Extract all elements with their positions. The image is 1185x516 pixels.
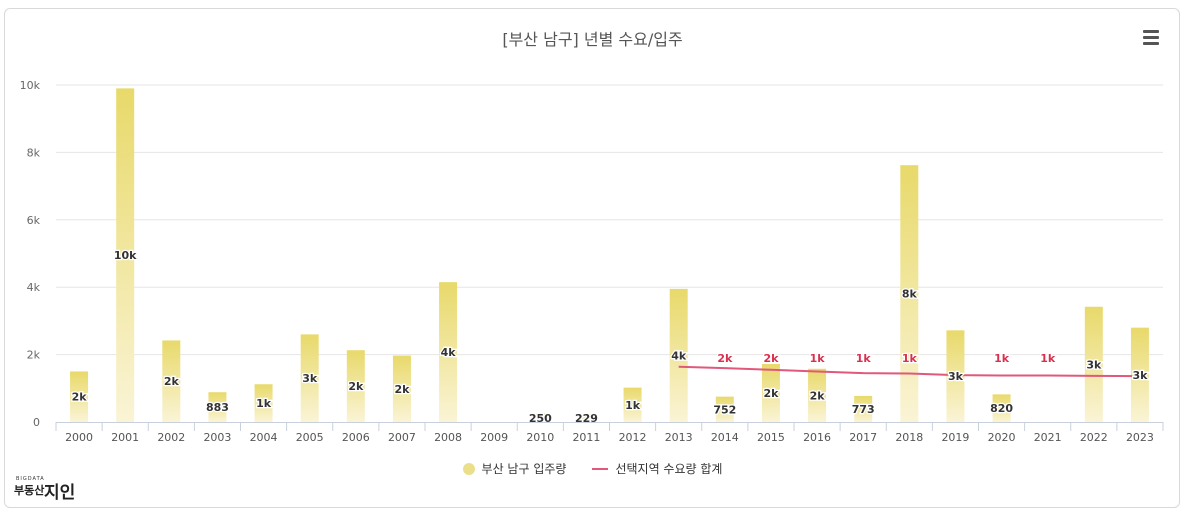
bar (808, 368, 827, 422)
bar (900, 165, 919, 422)
x-tick-label: 2007 (388, 431, 416, 444)
bar-data-label: 4k (441, 346, 457, 359)
bar (1130, 327, 1149, 422)
bar-data-label: 820 (990, 402, 1013, 415)
x-tick-label: 2022 (1080, 431, 1108, 444)
bar-data-label: 10k (114, 249, 137, 262)
bar (623, 387, 642, 422)
bar (439, 282, 458, 422)
bar (70, 371, 89, 422)
bar (992, 394, 1011, 422)
bar-data-label: 752 (713, 403, 736, 416)
x-tick-label: 2002 (157, 431, 185, 444)
demand-line (678, 365, 1140, 378)
y-tick-label: 4k (27, 281, 41, 294)
x-tick-label: 2015 (757, 431, 785, 444)
line-data-label: 1k (1040, 352, 1056, 365)
x-tick-label: 2016 (803, 431, 831, 444)
bar-data-label: 3k (1086, 358, 1102, 371)
bar (946, 330, 965, 422)
bar-data-label: 883 (206, 401, 229, 414)
chart-frame (4, 8, 1180, 508)
line-data-label: 1k (902, 352, 918, 365)
legend-item-bars[interactable]: 부산 남구 입주량 (462, 460, 567, 477)
x-tick-label: 2005 (296, 431, 324, 444)
y-tick-label: 2k (27, 349, 41, 362)
x-tick-label: 2008 (434, 431, 462, 444)
y-tick-label: 10k (20, 79, 41, 92)
bar-data-label: 3k (948, 370, 964, 383)
bar-data-label: 229 (575, 412, 598, 425)
legend-bar-marker (462, 462, 475, 475)
x-tick-label: 2012 (619, 431, 647, 444)
line-data-label: 1k (810, 352, 826, 365)
chart-legend: 부산 남구 입주량 선택지역 수요량 합계 (0, 460, 1185, 477)
bar (392, 355, 411, 422)
y-tick-label: 0 (33, 416, 40, 429)
chart-title: [부산 남구] 년별 수요/입주 (502, 30, 683, 49)
bar (162, 340, 181, 422)
bar-data-label: 2k (810, 389, 826, 402)
line-data-label: 2k (763, 352, 779, 365)
bar (300, 334, 319, 422)
x-tick-label: 2017 (849, 431, 877, 444)
x-tick-label: 2004 (250, 431, 278, 444)
bar (1084, 306, 1103, 422)
legend-line-marker (592, 467, 609, 470)
bar-data-label: 773 (852, 403, 875, 416)
legend-bar-label: 부산 남구 입주량 (481, 462, 567, 476)
x-tick-label: 2013 (665, 431, 693, 444)
x-tick-label: 2019 (941, 431, 969, 444)
bar (116, 88, 135, 423)
bar (715, 396, 734, 422)
x-tick-label: 2014 (711, 431, 739, 444)
x-tick-label: 2010 (526, 431, 554, 444)
bar (577, 414, 596, 422)
y-tick-label: 8k (27, 146, 41, 159)
legend-line-label: 선택지역 수요량 합계 (615, 462, 723, 476)
y-tick-label: 6k (27, 214, 41, 227)
bar (854, 395, 873, 422)
bar (254, 384, 273, 422)
bar (531, 413, 550, 422)
bar-data-label: 2k (164, 375, 180, 388)
x-tick-label: 2021 (1034, 431, 1062, 444)
bar (346, 350, 365, 422)
menu-icon[interactable] (1141, 30, 1163, 48)
legend-item-line[interactable]: 선택지역 수요량 합계 (592, 460, 722, 477)
bar-data-label: 2k (394, 383, 410, 396)
x-tick-label: 2000 (65, 431, 93, 444)
x-tick-label: 2001 (111, 431, 139, 444)
bar (669, 288, 688, 422)
bar-data-label: 4k (671, 349, 687, 362)
bar-data-label: 2k (348, 380, 364, 393)
line-data-label: 2k (717, 352, 733, 365)
bar-data-label: 1k (625, 399, 641, 412)
bar-data-label: 3k (1132, 369, 1148, 382)
x-tick-label: 2009 (480, 431, 508, 444)
line-data-label: 1k (856, 352, 872, 365)
brand-logo: BIGDATA 부동산 지인 (14, 476, 76, 503)
bar (761, 364, 780, 422)
bar-data-label: 2k (763, 387, 779, 400)
line-data-label: 1k (994, 352, 1010, 365)
x-tick-label: 2023 (1126, 431, 1154, 444)
x-tick-label: 2003 (203, 431, 231, 444)
x-tick-label: 2018 (895, 431, 923, 444)
bar-data-label: 3k (302, 372, 318, 385)
x-tick-label: 2011 (572, 431, 600, 444)
bar-data-label: 1k (256, 397, 272, 410)
bar-data-label: 2k (72, 391, 88, 404)
bar (208, 392, 227, 422)
x-tick-label: 2006 (342, 431, 370, 444)
bar-data-label: 8k (902, 288, 918, 301)
x-tick-label: 2020 (988, 431, 1016, 444)
